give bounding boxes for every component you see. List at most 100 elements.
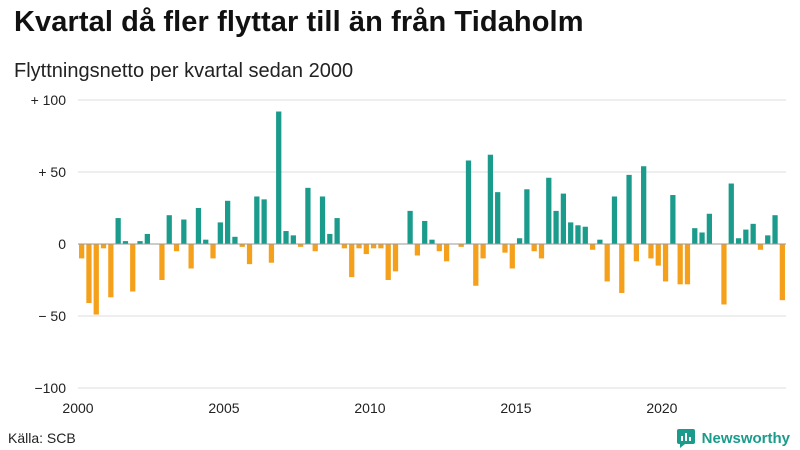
bar: [349, 244, 355, 278]
bar: [677, 244, 683, 285]
bar: [553, 210, 559, 244]
bar: [502, 244, 508, 253]
bar: [524, 189, 530, 244]
bar: [480, 244, 486, 259]
bar: [772, 215, 778, 244]
bar: [626, 174, 632, 244]
bar: [422, 220, 428, 244]
bar: [633, 244, 639, 262]
bar: [721, 244, 727, 305]
bar: [166, 215, 172, 244]
bar: [487, 154, 494, 244]
bar: [181, 219, 187, 244]
bar: [436, 244, 442, 252]
bar: [670, 195, 676, 244]
brand-name: Newsworthy: [701, 429, 790, 447]
bar: [356, 244, 362, 249]
bar: [173, 244, 180, 252]
x-tick-label: 2005: [208, 400, 239, 416]
bar: [246, 244, 253, 265]
y-tick-label: + 100: [31, 92, 67, 108]
bar: [509, 244, 515, 269]
bar: [560, 193, 567, 244]
bar: [648, 244, 654, 259]
bar: [210, 244, 216, 259]
bar: [334, 218, 340, 244]
brand-logo: Newsworthy: [676, 428, 790, 448]
bar: [582, 226, 588, 244]
bar: [779, 244, 785, 301]
x-tick-label: 2000: [62, 400, 93, 416]
bar: [254, 196, 260, 244]
bar: [283, 231, 289, 244]
bar: [750, 223, 756, 244]
bar: [465, 160, 472, 244]
x-tick-label: 2020: [646, 400, 677, 416]
x-tick-label: 2015: [500, 400, 531, 416]
bar: [706, 213, 712, 244]
bar: [385, 244, 391, 280]
bar: [546, 177, 552, 244]
bar: [684, 244, 691, 285]
bar: [597, 239, 603, 244]
bar: [728, 183, 734, 244]
bar: [122, 241, 129, 244]
bar: [735, 238, 742, 244]
bar: [276, 111, 282, 245]
bar: [516, 238, 523, 244]
bar: [312, 244, 318, 252]
bar: [86, 244, 92, 304]
bar: [115, 218, 121, 244]
bar: [108, 244, 114, 298]
bar: [443, 244, 450, 262]
bar: [261, 199, 267, 244]
bar: [225, 200, 231, 244]
y-tick-label: 0: [58, 236, 66, 252]
bar: [604, 244, 610, 282]
bar: [305, 187, 311, 244]
bar: [203, 239, 209, 244]
y-tick-label: − 50: [38, 308, 66, 324]
bar: [159, 244, 165, 280]
bar: [392, 244, 399, 272]
bar: [757, 244, 764, 250]
bar: [268, 244, 275, 263]
bar: [495, 192, 501, 244]
chart-title: Kvartal då fler flyttar till än från Tid…: [14, 6, 584, 38]
bar-chart: + 100 + 50 0 − 50 −100 2000 2005 2010 2015 2020: [31, 92, 786, 416]
bar: [641, 166, 647, 244]
bar: [100, 244, 107, 249]
bar: [79, 244, 85, 259]
bar: [137, 241, 143, 244]
source-note: Källa: SCB: [8, 430, 76, 446]
bar: [429, 239, 435, 244]
bar: [130, 244, 136, 292]
bar: [692, 228, 698, 244]
bar: [589, 244, 596, 250]
x-tick-label: 2010: [354, 400, 385, 416]
y-tick-label: + 50: [38, 164, 66, 180]
bar: [568, 222, 574, 244]
bar: [662, 244, 669, 282]
y-tick-label: −100: [34, 380, 66, 396]
bar: [743, 229, 749, 244]
bar: [538, 244, 545, 259]
chart-subtitle: Flyttningsnetto per kvartal sedan 2000: [14, 60, 354, 82]
bar: [699, 232, 705, 244]
bar: [327, 233, 333, 244]
bar: [297, 244, 304, 247]
bar: [195, 208, 202, 244]
bar: [619, 244, 625, 293]
bar-chart-logo-icon: [676, 429, 695, 448]
bar: [370, 244, 377, 249]
bar: [611, 196, 618, 244]
bar: [655, 244, 661, 266]
bar: [93, 244, 99, 315]
bar: [239, 244, 245, 247]
bar: [575, 225, 581, 244]
bar: [414, 244, 421, 256]
bar: [341, 244, 348, 249]
bar: [363, 244, 369, 255]
bar: [232, 236, 238, 244]
bar: [217, 222, 223, 244]
